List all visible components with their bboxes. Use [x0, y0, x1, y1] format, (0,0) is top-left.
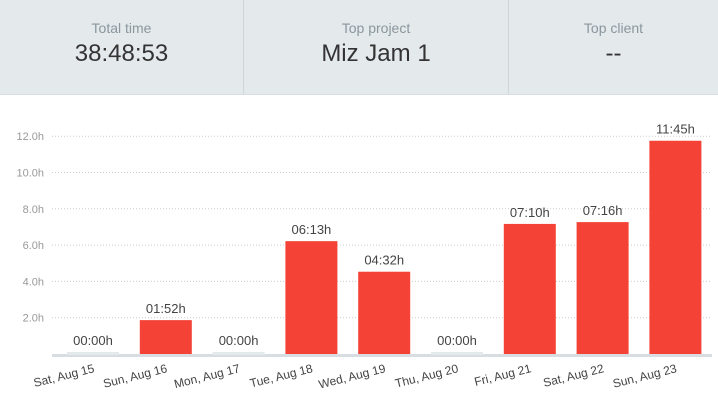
y-tick-label: 10.0h — [16, 168, 44, 180]
bar — [649, 140, 702, 354]
x-tick-label: Sun, Aug 16 — [102, 361, 169, 390]
bar-value-label: 11:45h — [656, 122, 695, 137]
x-tick-label: Sun, Aug 23 — [611, 361, 678, 390]
top-project-label: Top project — [341, 20, 411, 36]
bar-value-label: 04:32h — [364, 253, 404, 268]
bar — [576, 222, 629, 354]
bar-value-label: 07:10h — [510, 205, 550, 220]
bar — [431, 352, 483, 355]
bar — [503, 223, 556, 354]
total-time-stat: Total time 38:48:53 — [0, 0, 244, 94]
bar — [358, 271, 411, 354]
top-client-label: Top client — [583, 20, 644, 36]
bar — [285, 241, 338, 354]
bar — [212, 352, 265, 355]
summary-panel: Total time 38:48:53 Top project Miz Jam … — [0, 0, 718, 95]
bar-value-label: 01:52h — [146, 301, 186, 316]
top-client-stat: Top client -- — [509, 0, 718, 94]
x-tick-label: Sat, Aug 15 — [32, 361, 96, 390]
bar — [139, 320, 192, 354]
top-client-value: -- — [605, 40, 622, 67]
x-tick-label: Sat, Aug 22 — [542, 361, 606, 390]
y-tick-label: 6.0h — [23, 240, 44, 252]
daily-hours-bar-chart: 2.0h 4.0h 6.0h 8.0h 10.0h 12.0h 00:00h Sat, Aug… — [16, 122, 712, 391]
bar-value-label: 06:13h — [292, 222, 332, 237]
y-tick-label: 2.0h — [23, 313, 44, 325]
y-tick-label: 4.0h — [23, 276, 44, 288]
y-tick-label: 12.0h — [16, 131, 44, 143]
bar — [67, 352, 119, 355]
bar-value-label: 00:00h — [437, 333, 477, 348]
bar-value-label: 00:00h — [73, 333, 113, 348]
total-time-value: 38:48:53 — [74, 40, 169, 67]
total-time-label: Total time — [91, 20, 152, 36]
x-tick-label: Wed, Aug 19 — [317, 361, 387, 391]
bar-value-label: 00:00h — [219, 333, 259, 348]
top-project-stat: Top project Miz Jam 1 — [244, 0, 509, 94]
bar-value-label: 07:16h — [583, 203, 623, 218]
x-tick-label: Thu, Aug 20 — [394, 361, 460, 390]
x-tick-label: Mon, Aug 17 — [173, 361, 242, 391]
y-tick-label: 8.0h — [23, 204, 44, 216]
x-tick-label: Tue, Aug 18 — [248, 361, 314, 390]
x-tick-label: Fri, Aug 21 — [473, 361, 533, 389]
top-project-value: Miz Jam 1 — [321, 40, 431, 67]
